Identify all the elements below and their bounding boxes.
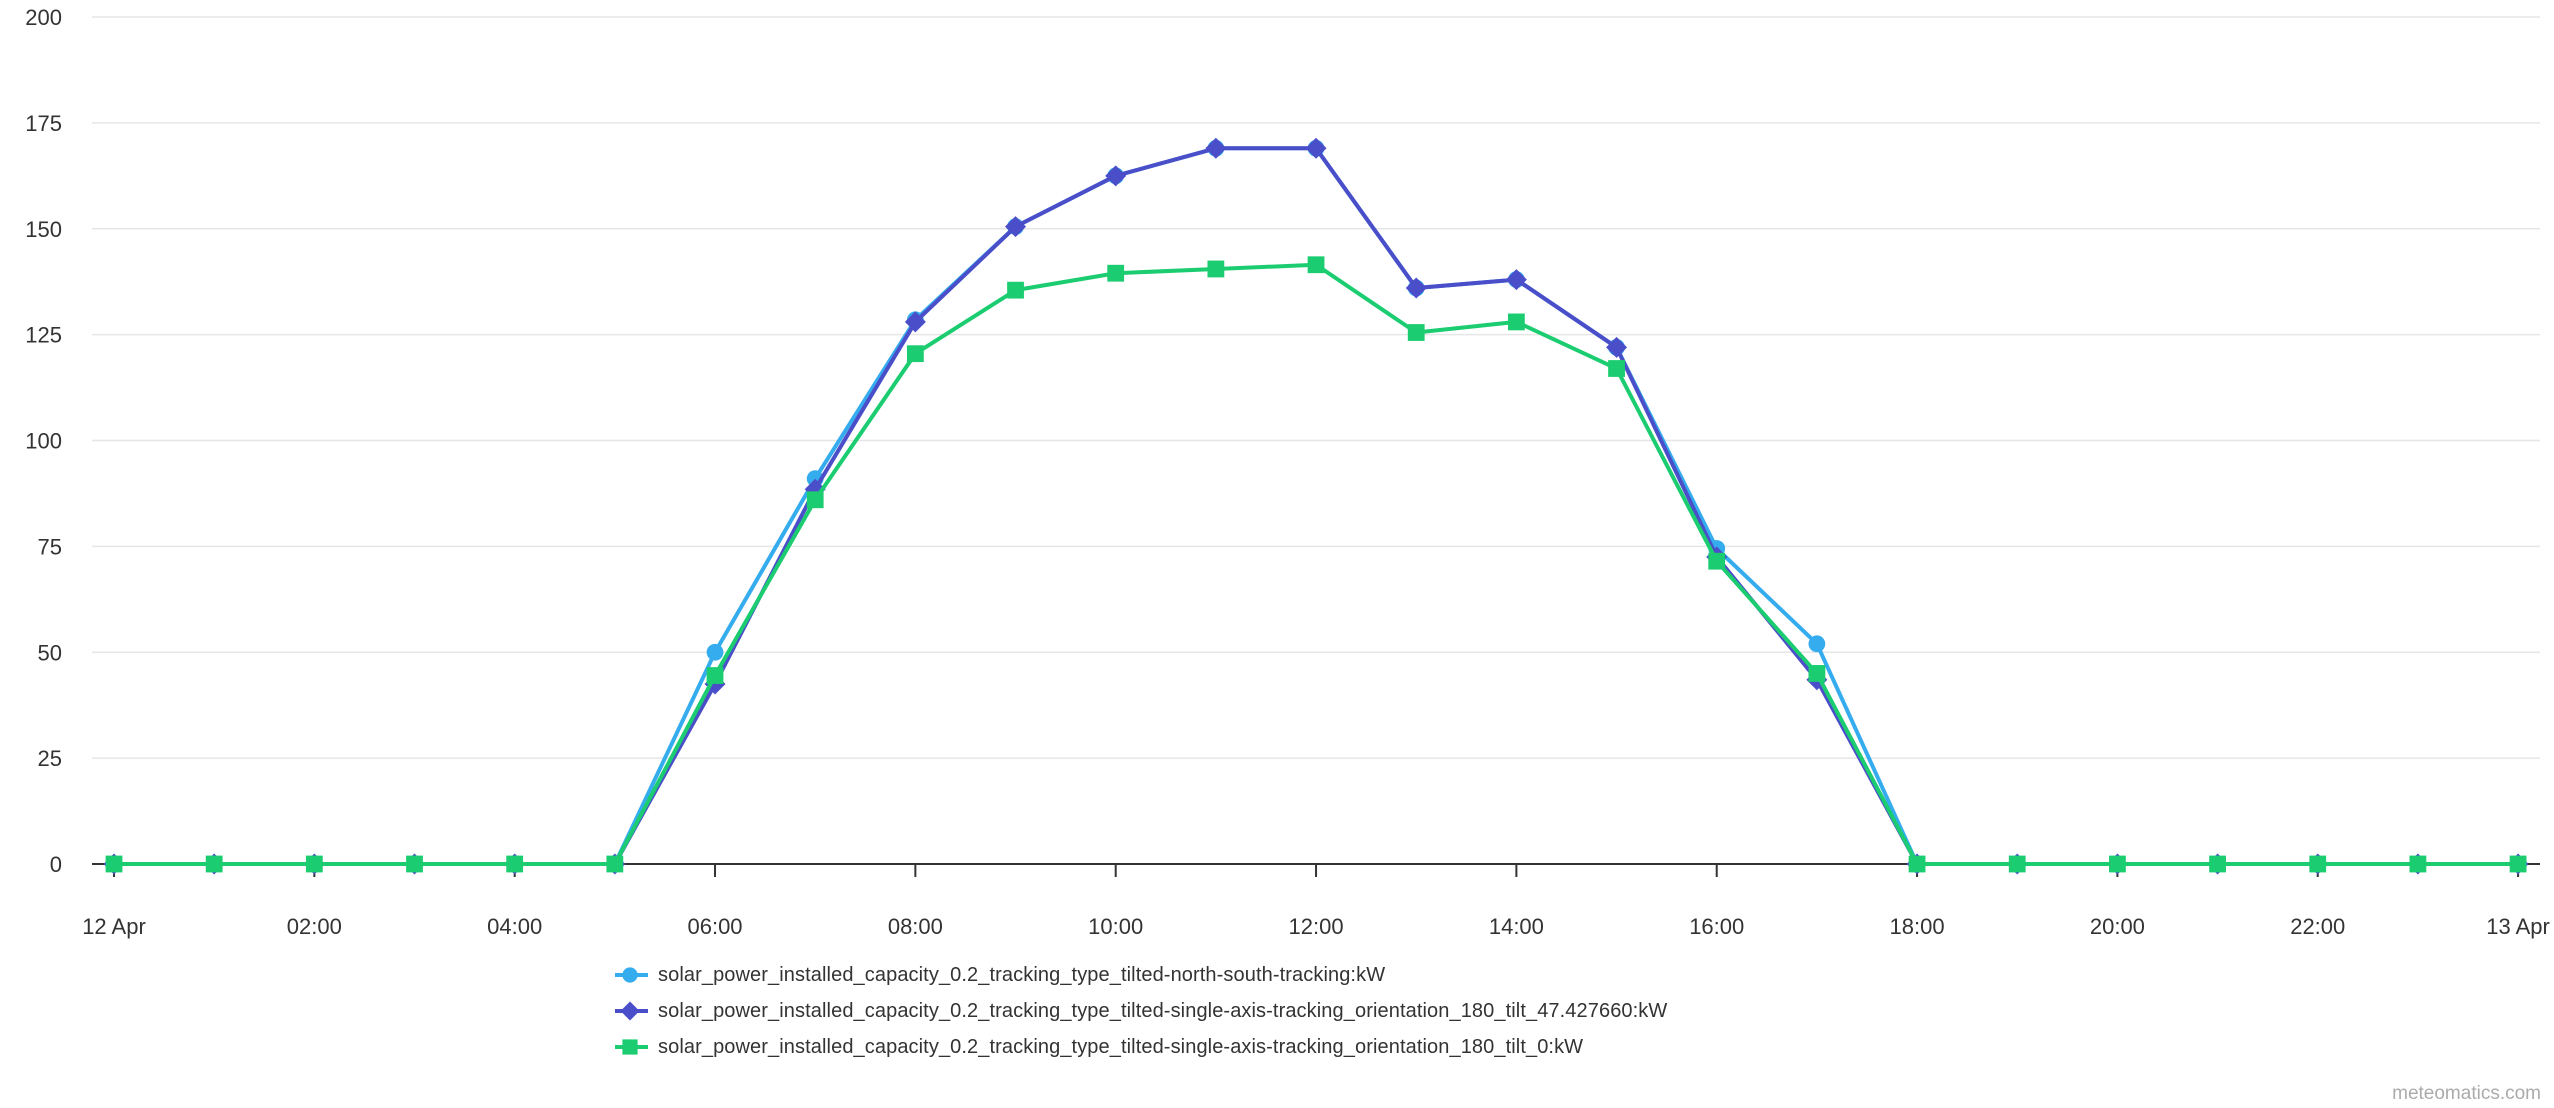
legend-item-north-south-tracking[interactable]: solar_power_installed_capacity_0.2_track… [615,957,1667,993]
svg-text:02:00: 02:00 [287,914,342,939]
svg-text:20:00: 20:00 [2090,914,2145,939]
legend-label: solar_power_installed_capacity_0.2_track… [658,1035,1584,1058]
svg-text:06:00: 06:00 [687,914,742,939]
gridlines [92,16,2540,759]
svg-text:10:00: 10:00 [1088,914,1143,939]
svg-text:16:00: 16:00 [1689,914,1744,939]
watermark-link[interactable]: meteomatics.com [2392,1083,2541,1104]
legend-label: solar_power_installed_capacity_0.2_track… [658,963,1386,986]
legend-item-single-axis-tilt-0[interactable]: solar_power_installed_capacity_0.2_track… [615,1029,1667,1065]
legend-line-square-icon [615,1039,648,1055]
svg-text:22:00: 22:00 [2290,914,2345,939]
svg-text:08:00: 08:00 [888,914,943,939]
series-circle[interactable] [105,139,2527,873]
svg-text:150: 150 [25,217,62,242]
legend-line-circle-icon [615,967,648,983]
y-axis-labels: 0 25 50 75 100 125 150 175 200 [25,5,62,877]
svg-text:200: 200 [25,5,62,30]
svg-text:04:00: 04:00 [487,914,542,939]
svg-text:0: 0 [50,852,62,877]
legend-item-single-axis-tilt-47[interactable]: solar_power_installed_capacity_0.2_track… [615,993,1667,1029]
svg-text:125: 125 [25,323,62,348]
x-axis-labels: 12 Apr 02:00 04:00 06:00 08:00 10:00 12:00 14:0… [82,914,2550,939]
svg-text:75: 75 [38,534,62,559]
svg-text:14:00: 14:00 [1489,914,1544,939]
svg-text:12 Apr: 12 Apr [82,914,146,939]
x-axis-ticks [113,865,2520,877]
series-square[interactable] [105,256,2527,873]
series-diamond[interactable] [103,137,2529,875]
legend-label: solar_power_installed_capacity_0.2_track… [658,999,1668,1022]
svg-text:175: 175 [25,111,62,136]
legend-line-diamond-icon [615,1001,648,1021]
svg-text:13 Apr: 13 Apr [2486,914,2550,939]
svg-text:25: 25 [38,746,62,771]
svg-text:18:00: 18:00 [1890,914,1945,939]
svg-text:50: 50 [38,640,62,665]
svg-text:100: 100 [25,429,62,454]
legend: solar_power_installed_capacity_0.2_track… [615,957,1667,1065]
svg-text:12:00: 12:00 [1289,914,1344,939]
